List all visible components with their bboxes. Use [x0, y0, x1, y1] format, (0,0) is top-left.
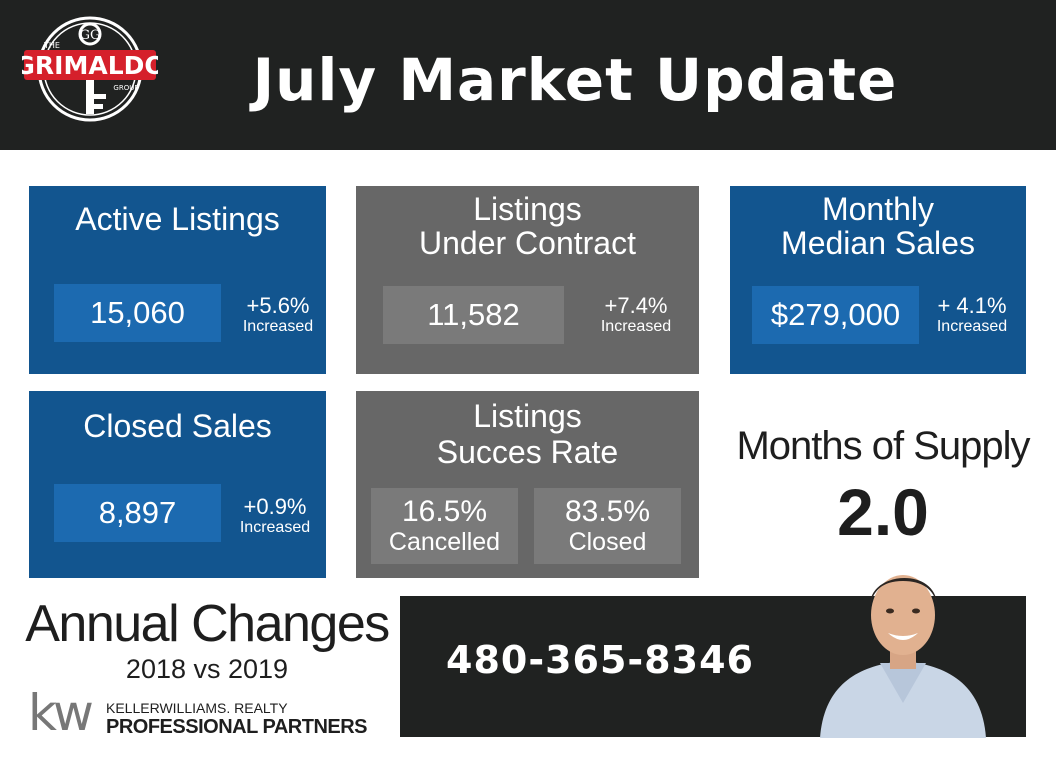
active-listings-change-label: Increased	[242, 318, 314, 335]
kw-logo-icon: kw	[28, 688, 96, 738]
under-contract-change-pct: +7.4%	[604, 293, 668, 318]
logo-bottom-text: GROUP	[113, 84, 138, 92]
median-sales-title-line1: Monthly	[821, 191, 935, 227]
under-contract-change: +7.4% Increased	[586, 294, 686, 336]
median-sales-title-line2: Median Sales	[781, 225, 975, 261]
closed-box: 83.5% Closed	[534, 488, 681, 564]
header: GG THE GRIMALDO GROUP July Market Update	[0, 0, 1056, 150]
median-sales-change: + 4.1% Increased	[924, 294, 1020, 336]
under-contract-title-line2: Under Contract	[419, 225, 636, 261]
closed-value: 83.5%	[564, 495, 651, 528]
active-listings-title: Active Listings	[75, 201, 280, 237]
closed-sales-title: Closed Sales	[83, 408, 272, 444]
closed-label: Closed	[568, 528, 647, 556]
closed-sales-card: Closed Sales 8,897 +0.9% Increased	[29, 391, 326, 578]
page-title: July Market Update	[252, 46, 898, 114]
closed-sales-change: +0.9% Increased	[229, 495, 321, 537]
closed-sales-value: 8,897	[54, 484, 221, 542]
agent-photo	[820, 575, 986, 738]
brokerage-name: KELLERWILLIAMS. REALTY	[106, 700, 288, 716]
annual-changes-subtitle: 2018 vs 2019	[125, 654, 289, 684]
months-of-supply-value: 2.0	[837, 475, 929, 549]
cancelled-label: Cancelled	[388, 528, 501, 556]
logo-name: GRIMALDO	[22, 51, 158, 80]
grimaldo-group-logo: GG THE GRIMALDO GROUP	[22, 16, 158, 122]
annual-changes-title: Annual Changes	[25, 595, 390, 653]
active-listings-change-pct: +5.6%	[246, 293, 310, 318]
logo-top-text: THE	[43, 41, 60, 50]
under-contract-value: 11,582	[383, 286, 564, 344]
active-listings-card: Active Listings 15,060 +5.6% Increased	[29, 186, 326, 374]
active-listings-value: 15,060	[54, 284, 221, 342]
logo-monogram: GG	[80, 28, 101, 43]
median-sales-change-pct: + 4.1%	[937, 293, 1007, 318]
cancelled-box: 16.5% Cancelled	[371, 488, 518, 564]
success-rate-title-line2: Succes Rate	[436, 434, 619, 470]
brokerage-office: PROFESSIONAL PARTNERS	[106, 716, 368, 738]
kw-mark: kw	[28, 688, 92, 738]
active-listings-change: +5.6% Increased	[233, 294, 323, 336]
closed-sales-change-label: Increased	[239, 519, 311, 536]
under-contract-title-line1: Listings	[473, 191, 582, 227]
under-contract-card: Listings Under Contract 11,582 +7.4% Inc…	[356, 186, 699, 374]
median-sales-value: $279,000	[752, 286, 919, 344]
median-sales-card: Monthly Median Sales $279,000 + 4.1% Inc…	[730, 186, 1026, 374]
closed-sales-change-pct: +0.9%	[243, 494, 307, 519]
success-rate-card: Listings Succes Rate 16.5% Cancelled 83.…	[356, 391, 699, 578]
under-contract-change-label: Increased	[600, 318, 672, 335]
months-of-supply-label: Months of Supply	[736, 424, 1030, 468]
median-sales-change-label: Increased	[936, 318, 1008, 335]
phone-number[interactable]: 480-365-8346	[446, 638, 754, 682]
cancelled-value: 16.5%	[401, 495, 488, 528]
success-rate-title-line1: Listings	[473, 398, 582, 434]
